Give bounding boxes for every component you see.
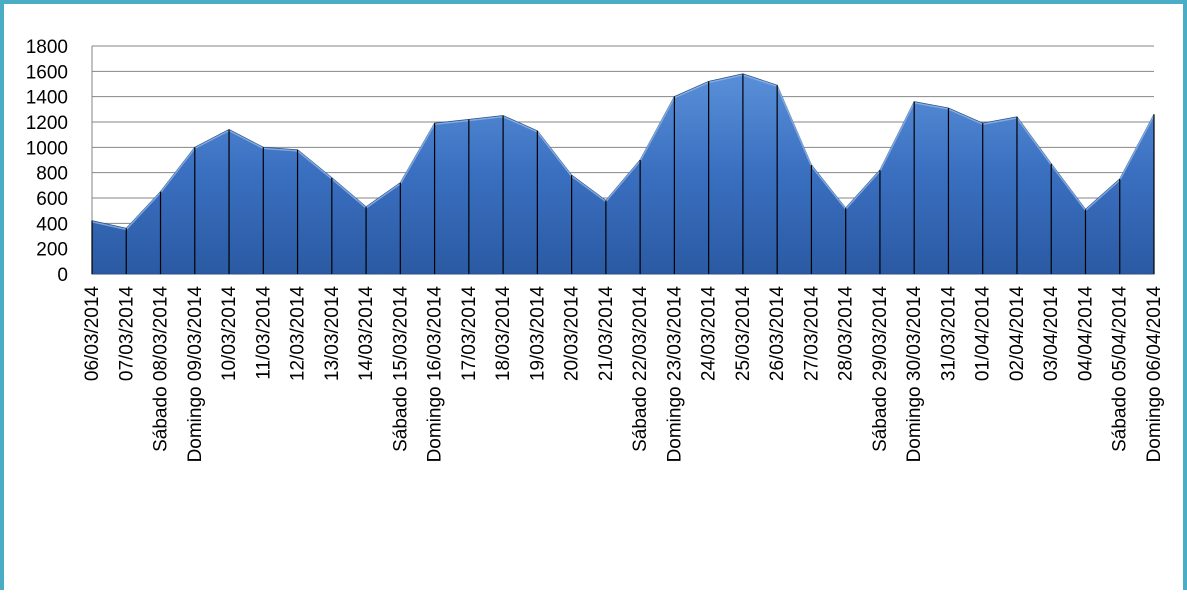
x-tick-label: Sábado 08/03/2014 xyxy=(151,286,172,452)
y-tick-label: 200 xyxy=(36,240,68,261)
x-tick-label: Domingo 30/03/2014 xyxy=(904,286,925,463)
y-tick-label: 1600 xyxy=(26,62,68,83)
x-tick-label: 28/03/2014 xyxy=(836,286,857,382)
x-tick-label: 14/03/2014 xyxy=(356,286,377,382)
x-tick-label: 03/04/2014 xyxy=(1041,286,1062,382)
y-axis-ticks: 0 200 400 600 800 1000 1200 1400 1600 1800 xyxy=(26,37,68,286)
y-tick-label: 800 xyxy=(36,164,68,185)
x-axis-ticks: 06/03/2014 07/03/2014 Sábado 08/03/2014 Dom… xyxy=(82,286,1165,463)
x-tick-label: 26/03/2014 xyxy=(767,286,788,382)
x-tick-label: 07/03/2014 xyxy=(116,286,137,382)
x-tick-label: Sábado 05/04/2014 xyxy=(1110,286,1131,452)
drop-lines xyxy=(91,73,1155,274)
area-highlight xyxy=(91,74,1155,231)
y-tick-label: 1800 xyxy=(26,37,68,58)
x-tick-label: 06/03/2014 xyxy=(82,286,103,382)
x-tick-label: 25/03/2014 xyxy=(733,286,754,382)
y-tick-label: 1000 xyxy=(26,138,68,159)
x-tick-label: Sábado 22/03/2014 xyxy=(630,286,651,452)
x-tick-label: 21/03/2014 xyxy=(596,286,617,382)
x-tick-label: 12/03/2014 xyxy=(288,286,309,382)
x-tick-label: Sábado 29/03/2014 xyxy=(870,286,891,452)
y-tick-label: 400 xyxy=(36,214,68,235)
y-tick-label: 1400 xyxy=(26,88,68,109)
x-tick-label: 27/03/2014 xyxy=(801,286,822,382)
x-tick-label: 19/03/2014 xyxy=(527,286,548,382)
x-tick-label: Domingo 09/03/2014 xyxy=(185,286,206,463)
area-fill xyxy=(91,73,1155,275)
x-tick-label: 13/03/2014 xyxy=(322,286,343,382)
x-tick-label: Domingo 16/03/2014 xyxy=(425,286,446,463)
x-tick-label: 01/04/2014 xyxy=(973,286,994,382)
x-tick-label: 11/03/2014 xyxy=(253,286,274,380)
x-tick-label: 10/03/2014 xyxy=(219,286,240,382)
x-tick-label: 31/03/2014 xyxy=(938,286,959,382)
y-tick-label: 1200 xyxy=(26,113,68,134)
y-tick-label: 0 xyxy=(57,265,68,286)
x-tick-label: 24/03/2014 xyxy=(699,286,720,382)
x-tick-label: Sábado 15/03/2014 xyxy=(390,286,411,452)
y-tick-label: 600 xyxy=(36,189,68,210)
x-tick-label: 04/04/2014 xyxy=(1075,286,1096,382)
area-chart: 0 200 400 600 800 1000 1200 1400 1600 1800 06/03/… xyxy=(26,37,1165,463)
x-tick-label: 18/03/2014 xyxy=(493,286,514,382)
area-series xyxy=(91,73,1155,275)
x-tick-label: 17/03/2014 xyxy=(459,286,480,382)
x-tick-label: Domingo 06/04/2014 xyxy=(1144,286,1165,463)
x-tick-label: 20/03/2014 xyxy=(562,286,583,382)
x-tick-label: Domingo 23/03/2014 xyxy=(664,286,685,463)
x-tick-label: 02/04/2014 xyxy=(1007,286,1028,382)
